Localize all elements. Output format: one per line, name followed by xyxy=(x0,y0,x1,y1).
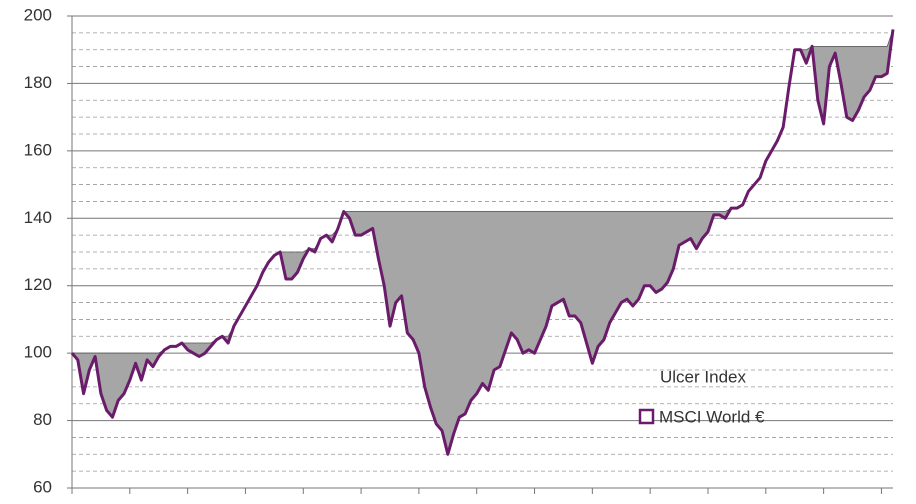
y-tick-label: 180 xyxy=(24,73,52,92)
legend-swatch xyxy=(638,408,655,425)
annotation: Ulcer Index xyxy=(660,367,746,386)
y-tick-label: 120 xyxy=(24,275,52,294)
legend-label: MSCI World € xyxy=(659,407,765,426)
y-tick-label: 60 xyxy=(33,477,52,496)
series-line xyxy=(70,29,895,456)
y-tick-label: 160 xyxy=(24,140,52,159)
y-tick-label: 100 xyxy=(24,343,52,362)
y-tick-label: 200 xyxy=(24,5,52,24)
y-tick-label: 80 xyxy=(33,410,52,429)
y-tick-label: 140 xyxy=(24,208,52,227)
drawdown-area xyxy=(71,29,894,456)
